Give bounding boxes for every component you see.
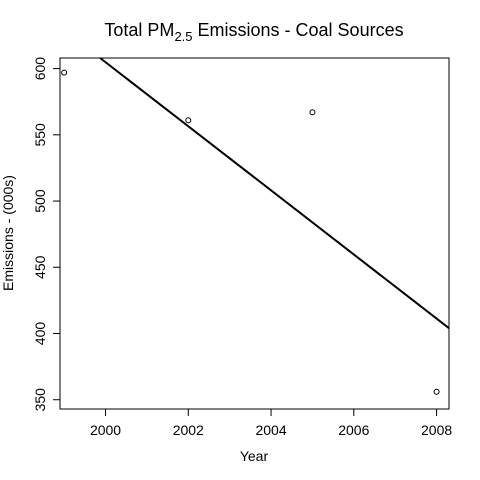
chart-title: Total PM2.5 Emissions - Coal Sources bbox=[104, 20, 403, 44]
y-tick-label-0: 350 bbox=[32, 388, 48, 412]
trend-line bbox=[99, 57, 450, 329]
title-subscript: 2.5 bbox=[174, 29, 192, 44]
x-tick-label-2: 2004 bbox=[255, 422, 286, 438]
plot-marks: 2000 2002 2004 2006 2008 350 400 450 500 550 600 bbox=[32, 57, 452, 438]
y-tick-label-2: 450 bbox=[32, 255, 48, 279]
title-rest: Emissions - Coal Sources bbox=[193, 20, 404, 40]
data-point-0 bbox=[61, 69, 68, 76]
plot-box bbox=[59, 57, 450, 410]
y-tick-label-5: 600 bbox=[32, 57, 48, 81]
y-axis-label: Emissions - (000s) bbox=[0, 175, 16, 291]
data-point-1 bbox=[185, 117, 192, 124]
data-point-3 bbox=[433, 388, 440, 395]
x-tick-label-3: 2006 bbox=[338, 422, 369, 438]
y-tick-label-4: 550 bbox=[32, 123, 48, 147]
data-point-2 bbox=[309, 109, 316, 116]
y-tick-label-3: 500 bbox=[32, 189, 48, 213]
title-main: Total PM bbox=[104, 20, 174, 40]
x-tick-label-0: 2000 bbox=[90, 422, 121, 438]
x-tick-label-1: 2002 bbox=[173, 422, 204, 438]
x-tick-label-4: 2008 bbox=[421, 422, 452, 438]
y-tick-label-1: 400 bbox=[32, 322, 48, 346]
x-axis-label: Year bbox=[240, 448, 269, 464]
